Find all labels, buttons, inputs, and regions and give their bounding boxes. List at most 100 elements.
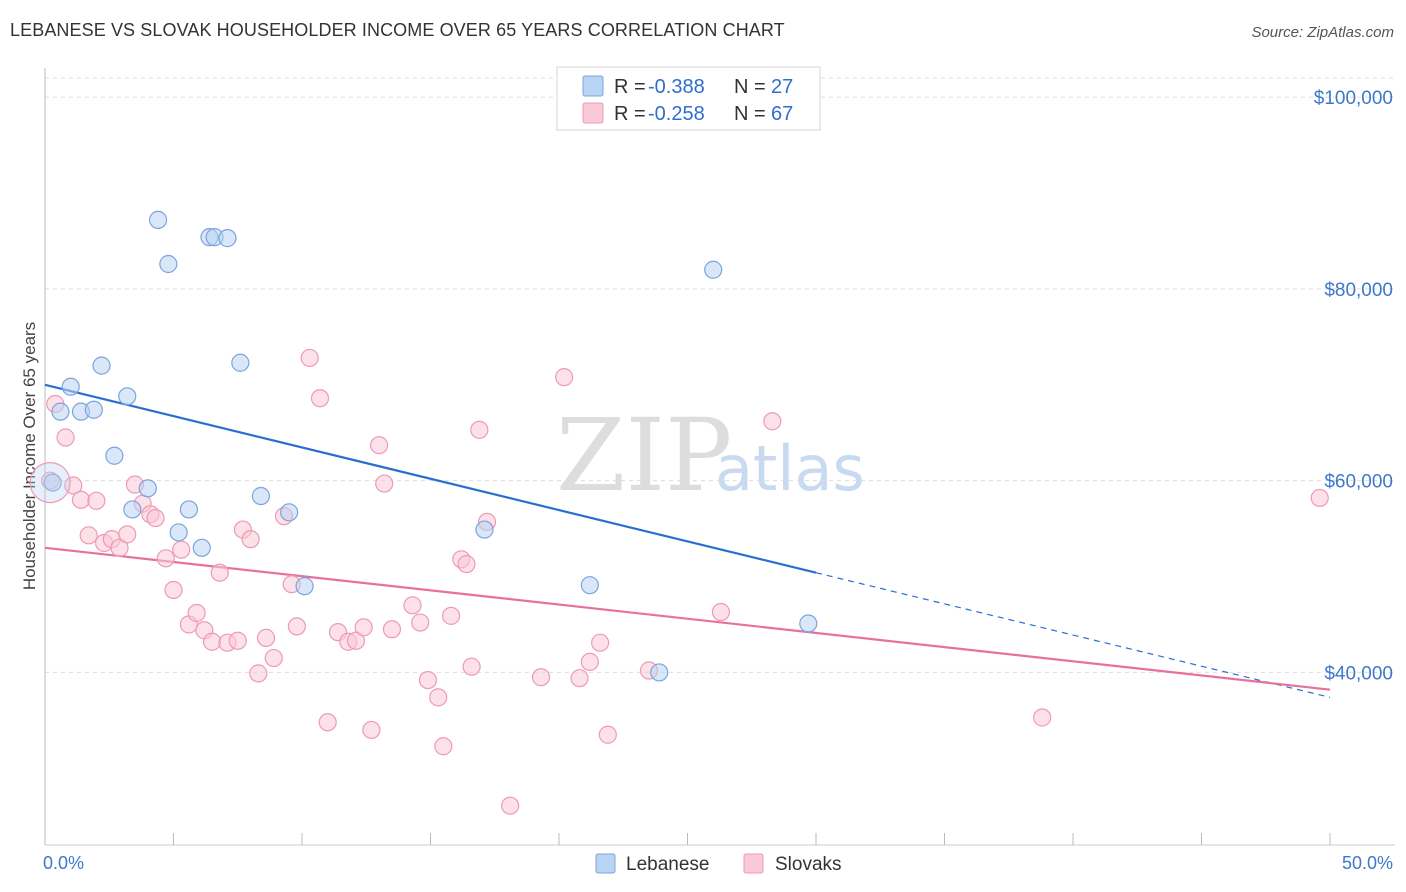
lebanese-trend-line (44, 383, 817, 574)
lebanese-point (280, 503, 299, 522)
bottom-legend-swatch-lebanese (595, 853, 616, 874)
slovak-point (228, 631, 247, 650)
lebanese-point (61, 377, 80, 396)
slovak-point (354, 618, 373, 637)
slovak-point (164, 580, 183, 600)
lebanese-point (799, 614, 818, 633)
slovak-point (87, 491, 106, 510)
slovak-point (79, 526, 98, 545)
lebanese-point (51, 402, 70, 421)
slovak-point (370, 436, 389, 455)
scatter-points (29, 210, 1329, 815)
legend-n-label-slovaks: N = (734, 103, 766, 125)
lebanese-point (169, 523, 188, 542)
x-axis-ticks (44, 833, 1331, 845)
lebanese-point (84, 400, 103, 419)
series-legend: Lebanese Slovaks (595, 853, 842, 875)
slovak-point (470, 420, 489, 439)
watermark-zip: ZIP (556, 397, 732, 514)
slovak-point (187, 603, 206, 623)
slovak-point (429, 688, 448, 707)
slovak-point (172, 540, 191, 559)
lebanese-point (295, 577, 314, 596)
grid-lines (45, 77, 1395, 673)
legend-n-value-lebanese: 27 (771, 76, 793, 98)
trend-lines (44, 383, 1331, 698)
lebanese-point (231, 353, 250, 372)
watermark-atlas: atlas (715, 432, 865, 505)
lebanese-point (138, 479, 157, 498)
slovak-point (711, 602, 731, 622)
slovak-point (300, 348, 319, 368)
slovak-point (501, 796, 520, 815)
legend-r-label-slovaks: R = (614, 103, 646, 125)
lebanese-point (218, 229, 237, 248)
slovak-point (1033, 708, 1052, 727)
x-tick-label-min: 0.0% (43, 853, 84, 873)
slovak-point (462, 657, 481, 676)
lebanese-point (92, 356, 111, 375)
slovak-point (346, 631, 366, 650)
slovak-point (531, 668, 551, 687)
y-tick-label: $80,000 (1324, 280, 1393, 301)
cluster-point (29, 461, 71, 504)
bottom-legend-swatch-slovaks (743, 853, 764, 874)
bottom-legend-label-slovaks: Slovaks (775, 854, 842, 875)
slovak-point (146, 508, 165, 528)
chart-source: Source: ZipAtlas.com (1251, 24, 1394, 41)
lebanese-point (179, 500, 199, 519)
y-tick-label: $100,000 (1314, 88, 1393, 109)
legend-n-label-lebanese: N = (734, 76, 766, 98)
slovak-point (1310, 488, 1329, 508)
lebanese-trend-extension (815, 572, 1331, 698)
lebanese-point (159, 254, 178, 274)
lebanese-point (251, 486, 270, 506)
legend-n-value-slovaks: 67 (771, 103, 793, 125)
slovak-trend-line (44, 546, 1331, 691)
slovak-point (570, 669, 589, 688)
lebanese-point (43, 473, 62, 492)
slovak-point (763, 412, 782, 431)
slovak-point (418, 670, 438, 690)
slovak-point (555, 368, 574, 387)
slovak-point (210, 563, 229, 582)
slovak-point (598, 725, 617, 744)
y-tick-label: $60,000 (1324, 472, 1393, 493)
y-axis-label: Householder Income Over 65 years (20, 322, 39, 590)
y-tick-label: $40,000 (1324, 663, 1393, 684)
slovak-point (434, 737, 453, 756)
lebanese-point (192, 538, 211, 557)
slovak-point (403, 596, 422, 615)
slovak-point (118, 525, 137, 544)
slovak-point (287, 617, 306, 636)
slovak-point (382, 620, 402, 639)
lebanese-point (123, 500, 142, 519)
legend-r-label-lebanese: R = (614, 76, 646, 98)
lebanese-point (475, 520, 494, 539)
legend-r-value-lebanese: -0.388 (648, 76, 705, 98)
y-tick-labels: $40,000 $60,000 $80,000 $100,000 (1314, 88, 1393, 684)
slovak-point (110, 538, 129, 557)
lebanese-point (148, 210, 168, 229)
slovak-point (362, 720, 381, 740)
lebanese-point (580, 576, 599, 595)
legend-r-value-slovaks: -0.258 (648, 103, 705, 125)
slovak-point (310, 389, 330, 408)
slovak-point (202, 632, 222, 651)
slovak-point (318, 713, 337, 732)
x-tick-label-max: 50.0% (1342, 853, 1393, 873)
bottom-legend-label-lebanese: Lebanese (626, 854, 709, 875)
slovak-point (457, 554, 476, 574)
slovak-point (56, 428, 75, 447)
slovak-point (241, 530, 260, 549)
slovak-point (375, 474, 394, 493)
slovak-point (256, 628, 276, 648)
stats-legend: R = -0.388 N = 27 R = -0.258 N = 67 (556, 66, 821, 131)
lebanese-point (650, 663, 669, 682)
slovak-point (580, 652, 599, 671)
legend-swatch-slovaks (582, 102, 604, 124)
slovak-point (411, 613, 430, 632)
lebanese-point (704, 260, 723, 279)
slovak-point (591, 633, 610, 652)
slovak-point (249, 664, 268, 683)
